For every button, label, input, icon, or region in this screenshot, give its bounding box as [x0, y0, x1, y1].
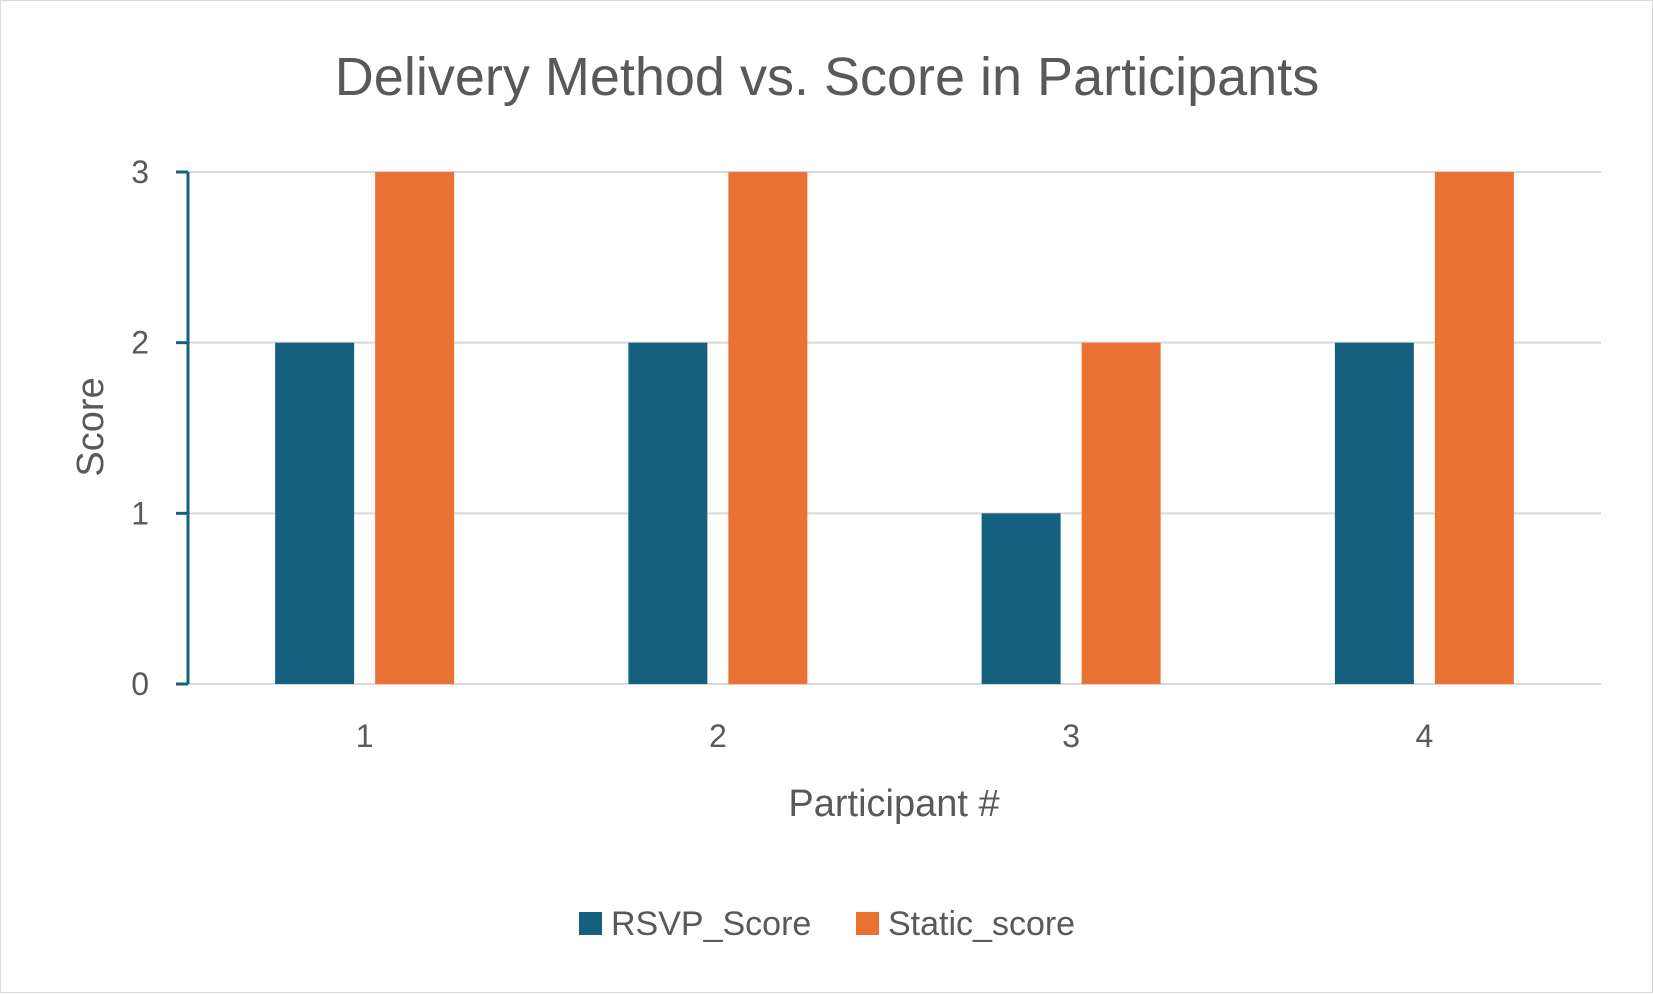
- bar-rsvp-score-4: [1334, 342, 1414, 684]
- chart-title: Delivery Method vs. Score in Participant…: [335, 47, 1319, 107]
- bars: [275, 172, 1514, 684]
- x-tick-label: 1: [356, 718, 374, 754]
- y-tick-label: 1: [131, 495, 149, 531]
- x-tick-label: 4: [1415, 718, 1433, 754]
- bar-static-score-3: [1081, 342, 1161, 684]
- x-tick-label: 2: [709, 718, 727, 754]
- bar-static-score-2: [728, 172, 808, 684]
- y-tick-label: 0: [131, 666, 149, 702]
- bar-static-score-1: [375, 172, 455, 684]
- legend-label-rsvp-score: RSVP_Score: [611, 905, 811, 943]
- x-tick-labels: 1 2 3 4: [356, 718, 1434, 754]
- bar-rsvp-score-2: [628, 342, 708, 684]
- y-tick-labels: 0 1 2 3: [131, 154, 149, 702]
- legend-swatch-static-score: [856, 912, 879, 935]
- x-axis-title: Participant #: [788, 783, 999, 825]
- y-tick-label: 3: [131, 154, 149, 190]
- legend: RSVP_Score Static_score: [579, 905, 1075, 943]
- y-axis-title: Score: [70, 377, 112, 476]
- y-axis: [176, 170, 190, 686]
- legend-label-static-score: Static_score: [888, 905, 1075, 943]
- bar-rsvp-score-1: [275, 342, 355, 684]
- y-tick-label: 2: [131, 325, 149, 361]
- bar-rsvp-score-3: [981, 513, 1061, 684]
- legend-swatch-rsvp-score: [579, 912, 602, 935]
- x-tick-label: 3: [1062, 718, 1080, 754]
- bar-static-score-4: [1434, 172, 1514, 684]
